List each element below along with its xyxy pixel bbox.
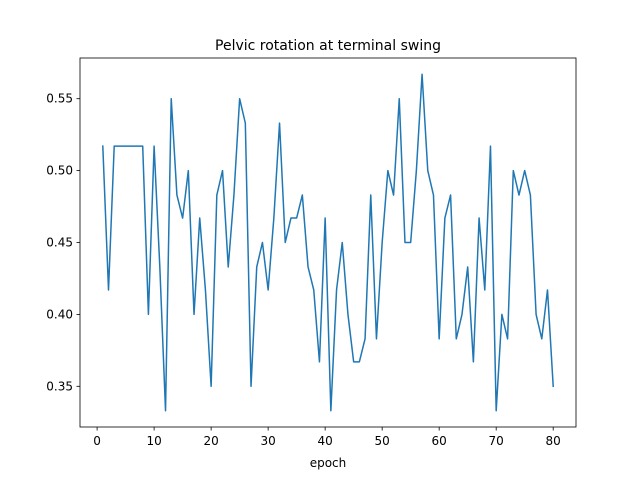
x-tick-label: 60 <box>432 434 447 448</box>
chart-title: Pelvic rotation at terminal swing <box>215 38 441 54</box>
y-tick-label: 0.35 <box>46 379 73 393</box>
x-tick-label: 70 <box>489 434 504 448</box>
x-tick-label: 10 <box>146 434 161 448</box>
x-tick-label: 30 <box>260 434 275 448</box>
y-tick-label: 0.50 <box>46 164 73 178</box>
y-axis-ticks: 0.35 0.40 0.45 0.50 0.55 <box>46 92 80 393</box>
y-tick-label: 0.45 <box>46 236 73 250</box>
y-tick-label: 0.40 <box>46 307 73 321</box>
x-axis-ticks: 0 10 20 30 40 50 60 70 80 <box>93 427 561 448</box>
x-axis-label: epoch <box>310 456 347 470</box>
x-tick-label: 40 <box>318 434 333 448</box>
y-tick-label: 0.55 <box>46 92 73 106</box>
series-line <box>102 73 554 412</box>
x-tick-label: 0 <box>93 434 101 448</box>
axes-frame <box>79 57 577 428</box>
x-tick-label: 20 <box>203 434 218 448</box>
x-tick-label: 80 <box>546 434 561 448</box>
x-tick-label: 50 <box>375 434 390 448</box>
